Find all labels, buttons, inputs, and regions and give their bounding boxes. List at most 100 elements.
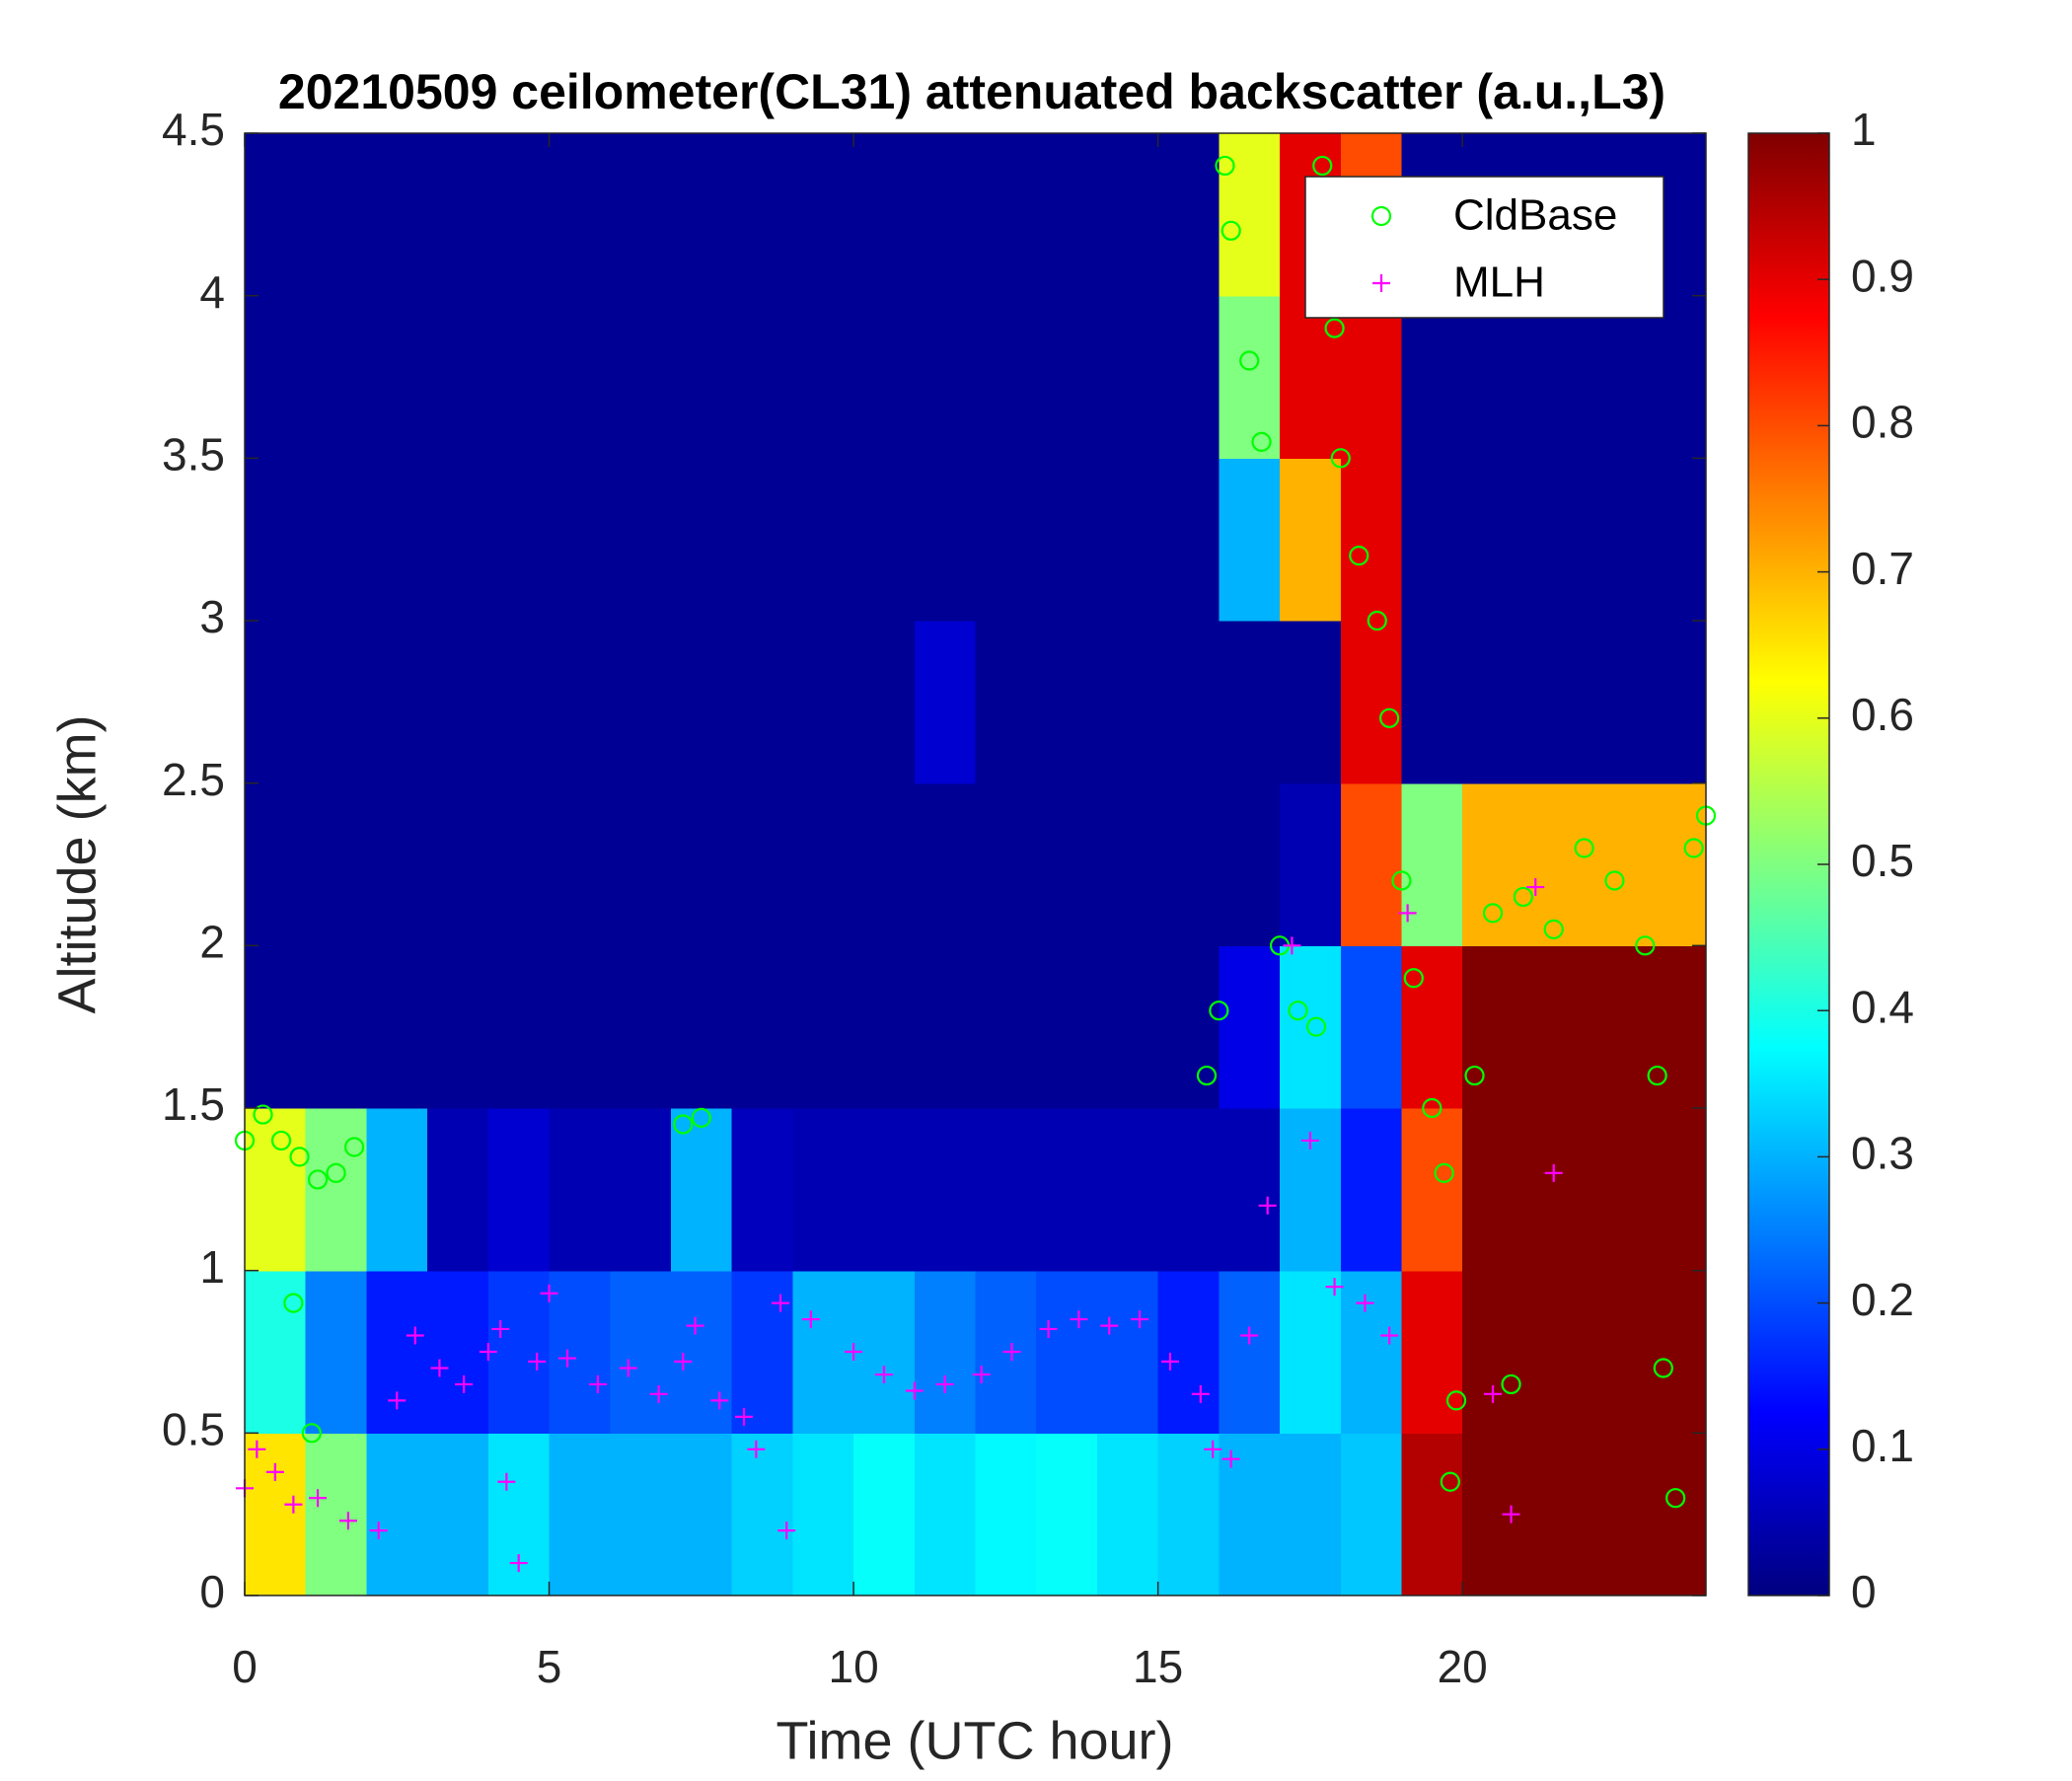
- heatmap-cell: [610, 295, 672, 459]
- heatmap-cell: [366, 621, 428, 784]
- mlh-point: [674, 1352, 693, 1371]
- heatmap-cell: [914, 133, 977, 297]
- cldbase-point: [1349, 546, 1369, 566]
- mlh-point: [747, 1440, 766, 1458]
- cldbase-point: [1543, 919, 1564, 939]
- heatmap-cell: [1401, 782, 1463, 946]
- heatmap-cell: [1219, 621, 1281, 784]
- mlh-point: [430, 1359, 449, 1377]
- heatmap-cell: [1036, 782, 1098, 946]
- colorbar-tick-label: 0.5: [1851, 835, 1914, 886]
- heatmap-cell: [975, 295, 1037, 459]
- cldbase-point: [1251, 431, 1272, 452]
- mlh-point: [284, 1495, 303, 1514]
- cldbase-point: [1403, 968, 1424, 989]
- heatmap-cell: [731, 782, 793, 946]
- mlh-point: [388, 1391, 407, 1410]
- mlh-point: [1191, 1384, 1210, 1403]
- heatmap-cell: [1462, 782, 1524, 946]
- heatmap-cell: [366, 1108, 428, 1272]
- mlh-point: [777, 1521, 796, 1540]
- heatmap-cell: [305, 945, 368, 1109]
- heatmap-cell: [1036, 1270, 1098, 1434]
- heatmap-cell: [1340, 621, 1403, 784]
- heatmap-cell: [1219, 1270, 1281, 1434]
- colorbar: [1747, 132, 1830, 1596]
- heatmap-cell: [1096, 1433, 1159, 1596]
- heatmap-cell: [975, 133, 1037, 297]
- mlh-point: [497, 1472, 516, 1491]
- plot-frame: [244, 132, 1707, 1596]
- y-tick-label: 4.5: [162, 104, 225, 155]
- colorbar-tick-label: 0.8: [1851, 397, 1914, 448]
- heatmap-cell: [1401, 458, 1463, 622]
- heatmap-cell: [1401, 621, 1463, 784]
- y-tick-label: 2: [199, 916, 225, 967]
- cldbase-point: [1440, 1471, 1460, 1492]
- heatmap-cell: [549, 295, 611, 459]
- heatmap-cell: [366, 1433, 428, 1596]
- heatmap-cell: [305, 295, 368, 459]
- heatmap-cell: [731, 621, 793, 784]
- heatmap-cell: [1401, 1270, 1463, 1434]
- heatmap-cell: [1522, 621, 1586, 784]
- cldbase-point: [283, 1293, 304, 1313]
- heatmap-cell: [610, 1270, 672, 1434]
- heatmap-cell: [1401, 1108, 1463, 1272]
- heatmap-cell: [1645, 1433, 1707, 1596]
- heatmap-cell: [670, 1108, 733, 1272]
- heatmap-cell: [1522, 945, 1586, 1109]
- heatmap-cell: [731, 295, 793, 459]
- heatmap-cell: [427, 458, 489, 622]
- heatmap-cell: [1522, 1270, 1586, 1434]
- heatmap-cell: [1280, 1270, 1342, 1434]
- heatmap-cell: [366, 458, 428, 622]
- heatmap-cell: [975, 1108, 1037, 1272]
- heatmap-cell: [1340, 1433, 1403, 1596]
- cldbase-point: [343, 1137, 365, 1157]
- heatmap-cell: [549, 133, 611, 297]
- heatmap-cell: [1280, 945, 1342, 1109]
- mlh-point: [1300, 1131, 1319, 1150]
- heatmap-cell: [975, 782, 1037, 946]
- heatmap-cell: [245, 782, 307, 946]
- y-tick-label: 3: [199, 591, 225, 642]
- heatmap-cell: [853, 295, 916, 459]
- heatmap-cell: [305, 458, 368, 622]
- mlh-point: [874, 1366, 893, 1384]
- heatmap-cell: [853, 1433, 916, 1596]
- mlh-point: [619, 1359, 637, 1377]
- heatmap-cell: [853, 1108, 916, 1272]
- heatmap-cell: [1036, 133, 1098, 297]
- heatmap-cell: [427, 782, 489, 946]
- heatmap-cell: [549, 1270, 611, 1434]
- cldbase-point: [1330, 448, 1351, 469]
- heatmap-cell: [853, 782, 916, 946]
- heatmap-cell: [731, 1108, 793, 1272]
- heatmap-cell: [1219, 458, 1281, 622]
- mlh-point: [905, 1381, 924, 1400]
- cldbase-point: [1683, 838, 1704, 858]
- y-tick-label: 1: [199, 1241, 225, 1293]
- heatmap-cell: [245, 945, 307, 1109]
- cldbase-point: [1513, 886, 1533, 908]
- heatmap-cell: [1157, 782, 1220, 946]
- heatmap-cell: [427, 295, 489, 459]
- mlh-point: [369, 1521, 388, 1540]
- heatmap-cell: [305, 133, 368, 297]
- x-axis-label: Time (UTC hour): [776, 1711, 1173, 1770]
- cldbase-point: [270, 1130, 292, 1151]
- heatmap-cell: [1219, 1433, 1281, 1596]
- heatmap-cell: [1280, 295, 1342, 459]
- colorbar-tick-label: 0.1: [1851, 1420, 1914, 1471]
- heatmap-cell: [792, 1108, 854, 1272]
- mlh-point: [972, 1366, 991, 1384]
- x-tick-label: 20: [1438, 1641, 1488, 1692]
- heatmap-cell: [610, 133, 672, 297]
- mlh-point: [1039, 1319, 1058, 1338]
- heatmap-cell: [1096, 1108, 1159, 1272]
- heatmap-cell: [245, 133, 307, 297]
- heatmap-cell: [1401, 945, 1463, 1109]
- mlh-point: [491, 1319, 510, 1338]
- heatmap-cell: [792, 1433, 854, 1596]
